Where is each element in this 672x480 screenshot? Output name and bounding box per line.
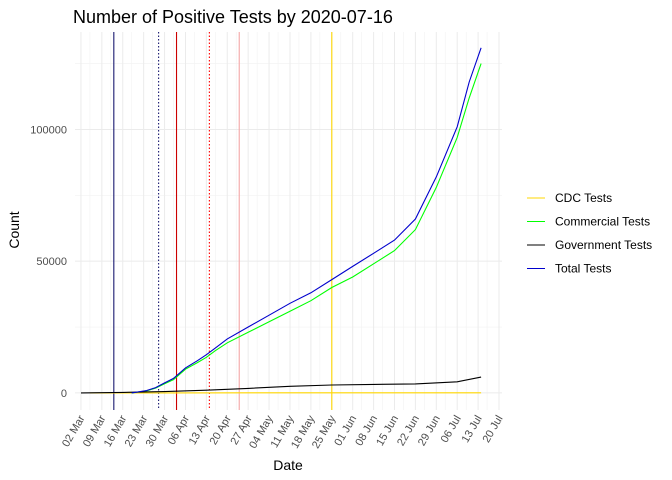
series-line <box>131 63 482 394</box>
x-axis-title: Date <box>273 457 303 473</box>
series-line <box>131 47 482 394</box>
chart-title: Number of Positive Tests by 2020-07-16 <box>73 7 393 27</box>
y-tick-label: 0 <box>61 388 67 400</box>
legend: CDC Tests Commercial Tests Government Test… <box>527 191 652 276</box>
series-line <box>80 376 482 394</box>
legend-label: CDC Tests <box>555 191 612 205</box>
y-axis-ticks: 0 50000 100000 <box>30 124 67 399</box>
series-lines <box>80 47 482 394</box>
legend-label: Total Tests <box>555 262 611 276</box>
y-axis-title: Count <box>6 211 22 248</box>
legend-label: Commercial Tests <box>555 215 650 229</box>
y-tick-label: 50000 <box>36 256 67 268</box>
y-tick-label: 100000 <box>30 124 67 136</box>
x-tick-label: 20 Jul <box>481 414 506 445</box>
minor-gridlines <box>75 32 502 410</box>
reference-lines <box>113 32 333 410</box>
legend-label: Government Tests <box>555 238 652 252</box>
major-gridlines <box>75 32 502 410</box>
